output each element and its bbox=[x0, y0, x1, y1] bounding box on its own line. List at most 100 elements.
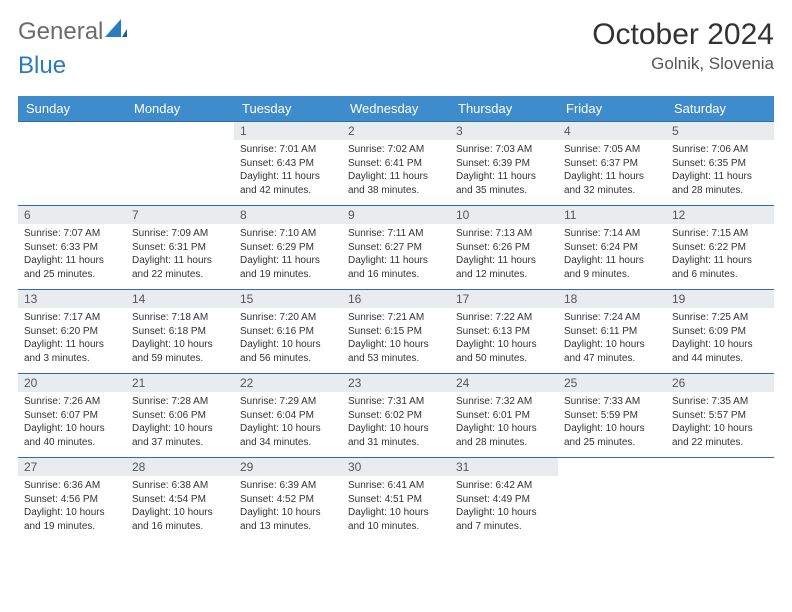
weekday-header: Friday bbox=[558, 96, 666, 122]
logo-word-general: General bbox=[18, 18, 103, 46]
calendar-day-cell: 25Sunrise: 7:33 AMSunset: 5:59 PMDayligh… bbox=[558, 374, 666, 458]
calendar-day-cell: 12Sunrise: 7:15 AMSunset: 6:22 PMDayligh… bbox=[666, 206, 774, 290]
day-details: Sunrise: 7:03 AMSunset: 6:39 PMDaylight:… bbox=[450, 140, 558, 201]
calendar-day-cell: 18Sunrise: 7:24 AMSunset: 6:11 PMDayligh… bbox=[558, 290, 666, 374]
calendar-empty-cell bbox=[126, 122, 234, 206]
calendar-week-row: 13Sunrise: 7:17 AMSunset: 6:20 PMDayligh… bbox=[18, 290, 774, 374]
day-details: Sunrise: 7:13 AMSunset: 6:26 PMDaylight:… bbox=[450, 224, 558, 285]
day-number: 4 bbox=[558, 122, 666, 140]
calendar-empty-cell bbox=[666, 458, 774, 542]
day-number: 27 bbox=[18, 458, 126, 476]
day-details: Sunrise: 7:11 AMSunset: 6:27 PMDaylight:… bbox=[342, 224, 450, 285]
day-number: 24 bbox=[450, 374, 558, 392]
calendar-day-cell: 31Sunrise: 6:42 AMSunset: 4:49 PMDayligh… bbox=[450, 458, 558, 542]
day-details: Sunrise: 6:41 AMSunset: 4:51 PMDaylight:… bbox=[342, 476, 450, 537]
sail-icon bbox=[105, 18, 127, 46]
day-number: 11 bbox=[558, 206, 666, 224]
day-number: 7 bbox=[126, 206, 234, 224]
calendar-day-cell: 13Sunrise: 7:17 AMSunset: 6:20 PMDayligh… bbox=[18, 290, 126, 374]
logo: General bbox=[18, 18, 129, 46]
day-number: 26 bbox=[666, 374, 774, 392]
calendar-day-cell: 16Sunrise: 7:21 AMSunset: 6:15 PMDayligh… bbox=[342, 290, 450, 374]
day-number: 2 bbox=[342, 122, 450, 140]
day-details: Sunrise: 7:28 AMSunset: 6:06 PMDaylight:… bbox=[126, 392, 234, 453]
calendar-week-row: 1Sunrise: 7:01 AMSunset: 6:43 PMDaylight… bbox=[18, 122, 774, 206]
day-number: 12 bbox=[666, 206, 774, 224]
calendar-empty-cell bbox=[558, 458, 666, 542]
calendar-day-cell: 20Sunrise: 7:26 AMSunset: 6:07 PMDayligh… bbox=[18, 374, 126, 458]
day-details: Sunrise: 7:32 AMSunset: 6:01 PMDaylight:… bbox=[450, 392, 558, 453]
calendar-day-cell: 17Sunrise: 7:22 AMSunset: 6:13 PMDayligh… bbox=[450, 290, 558, 374]
calendar-day-cell: 11Sunrise: 7:14 AMSunset: 6:24 PMDayligh… bbox=[558, 206, 666, 290]
calendar-day-cell: 3Sunrise: 7:03 AMSunset: 6:39 PMDaylight… bbox=[450, 122, 558, 206]
day-details: Sunrise: 7:31 AMSunset: 6:02 PMDaylight:… bbox=[342, 392, 450, 453]
calendar-day-cell: 29Sunrise: 6:39 AMSunset: 4:52 PMDayligh… bbox=[234, 458, 342, 542]
day-details: Sunrise: 7:35 AMSunset: 5:57 PMDaylight:… bbox=[666, 392, 774, 453]
calendar-day-cell: 23Sunrise: 7:31 AMSunset: 6:02 PMDayligh… bbox=[342, 374, 450, 458]
day-details: Sunrise: 7:01 AMSunset: 6:43 PMDaylight:… bbox=[234, 140, 342, 201]
day-number: 25 bbox=[558, 374, 666, 392]
day-details: Sunrise: 7:17 AMSunset: 6:20 PMDaylight:… bbox=[18, 308, 126, 369]
weekday-header: Sunday bbox=[18, 96, 126, 122]
day-details: Sunrise: 7:22 AMSunset: 6:13 PMDaylight:… bbox=[450, 308, 558, 369]
day-details: Sunrise: 7:14 AMSunset: 6:24 PMDaylight:… bbox=[558, 224, 666, 285]
day-number: 29 bbox=[234, 458, 342, 476]
day-number: 21 bbox=[126, 374, 234, 392]
calendar-day-cell: 24Sunrise: 7:32 AMSunset: 6:01 PMDayligh… bbox=[450, 374, 558, 458]
day-number: 5 bbox=[666, 122, 774, 140]
day-number: 9 bbox=[342, 206, 450, 224]
day-details: Sunrise: 7:29 AMSunset: 6:04 PMDaylight:… bbox=[234, 392, 342, 453]
day-number: 17 bbox=[450, 290, 558, 308]
calendar-week-row: 6Sunrise: 7:07 AMSunset: 6:33 PMDaylight… bbox=[18, 206, 774, 290]
day-number: 23 bbox=[342, 374, 450, 392]
calendar-day-cell: 26Sunrise: 7:35 AMSunset: 5:57 PMDayligh… bbox=[666, 374, 774, 458]
calendar-empty-cell bbox=[18, 122, 126, 206]
day-details: Sunrise: 7:06 AMSunset: 6:35 PMDaylight:… bbox=[666, 140, 774, 201]
day-details: Sunrise: 6:38 AMSunset: 4:54 PMDaylight:… bbox=[126, 476, 234, 537]
day-details: Sunrise: 7:33 AMSunset: 5:59 PMDaylight:… bbox=[558, 392, 666, 453]
day-details: Sunrise: 7:21 AMSunset: 6:15 PMDaylight:… bbox=[342, 308, 450, 369]
calendar-day-cell: 28Sunrise: 6:38 AMSunset: 4:54 PMDayligh… bbox=[126, 458, 234, 542]
day-details: Sunrise: 7:18 AMSunset: 6:18 PMDaylight:… bbox=[126, 308, 234, 369]
day-details: Sunrise: 7:20 AMSunset: 6:16 PMDaylight:… bbox=[234, 308, 342, 369]
location: Golnik, Slovenia bbox=[592, 54, 774, 74]
calendar-header-row: SundayMondayTuesdayWednesdayThursdayFrid… bbox=[18, 96, 774, 122]
weekday-header: Thursday bbox=[450, 96, 558, 122]
day-details: Sunrise: 7:05 AMSunset: 6:37 PMDaylight:… bbox=[558, 140, 666, 201]
day-number: 10 bbox=[450, 206, 558, 224]
calendar-table: SundayMondayTuesdayWednesdayThursdayFrid… bbox=[18, 96, 774, 542]
calendar-day-cell: 7Sunrise: 7:09 AMSunset: 6:31 PMDaylight… bbox=[126, 206, 234, 290]
day-number: 1 bbox=[234, 122, 342, 140]
calendar-day-cell: 21Sunrise: 7:28 AMSunset: 6:06 PMDayligh… bbox=[126, 374, 234, 458]
day-number: 14 bbox=[126, 290, 234, 308]
title-block: October 2024 Golnik, Slovenia bbox=[592, 18, 774, 74]
day-details: Sunrise: 7:25 AMSunset: 6:09 PMDaylight:… bbox=[666, 308, 774, 369]
day-details: Sunrise: 7:09 AMSunset: 6:31 PMDaylight:… bbox=[126, 224, 234, 285]
calendar-week-row: 27Sunrise: 6:36 AMSunset: 4:56 PMDayligh… bbox=[18, 458, 774, 542]
day-number: 31 bbox=[450, 458, 558, 476]
weekday-header: Wednesday bbox=[342, 96, 450, 122]
calendar-day-cell: 1Sunrise: 7:01 AMSunset: 6:43 PMDaylight… bbox=[234, 122, 342, 206]
day-number: 3 bbox=[450, 122, 558, 140]
calendar-day-cell: 2Sunrise: 7:02 AMSunset: 6:41 PMDaylight… bbox=[342, 122, 450, 206]
day-details: Sunrise: 7:02 AMSunset: 6:41 PMDaylight:… bbox=[342, 140, 450, 201]
calendar-day-cell: 9Sunrise: 7:11 AMSunset: 6:27 PMDaylight… bbox=[342, 206, 450, 290]
day-details: Sunrise: 7:26 AMSunset: 6:07 PMDaylight:… bbox=[18, 392, 126, 453]
weekday-header: Tuesday bbox=[234, 96, 342, 122]
day-number: 6 bbox=[18, 206, 126, 224]
weekday-header: Saturday bbox=[666, 96, 774, 122]
calendar-day-cell: 6Sunrise: 7:07 AMSunset: 6:33 PMDaylight… bbox=[18, 206, 126, 290]
day-number: 30 bbox=[342, 458, 450, 476]
calendar-day-cell: 27Sunrise: 6:36 AMSunset: 4:56 PMDayligh… bbox=[18, 458, 126, 542]
day-details: Sunrise: 7:10 AMSunset: 6:29 PMDaylight:… bbox=[234, 224, 342, 285]
calendar-day-cell: 22Sunrise: 7:29 AMSunset: 6:04 PMDayligh… bbox=[234, 374, 342, 458]
day-details: Sunrise: 7:07 AMSunset: 6:33 PMDaylight:… bbox=[18, 224, 126, 285]
calendar-day-cell: 8Sunrise: 7:10 AMSunset: 6:29 PMDaylight… bbox=[234, 206, 342, 290]
day-number: 20 bbox=[18, 374, 126, 392]
day-details: Sunrise: 7:24 AMSunset: 6:11 PMDaylight:… bbox=[558, 308, 666, 369]
weekday-header: Monday bbox=[126, 96, 234, 122]
month-title: October 2024 bbox=[592, 18, 774, 52]
day-number: 18 bbox=[558, 290, 666, 308]
day-number: 22 bbox=[234, 374, 342, 392]
day-number: 13 bbox=[18, 290, 126, 308]
